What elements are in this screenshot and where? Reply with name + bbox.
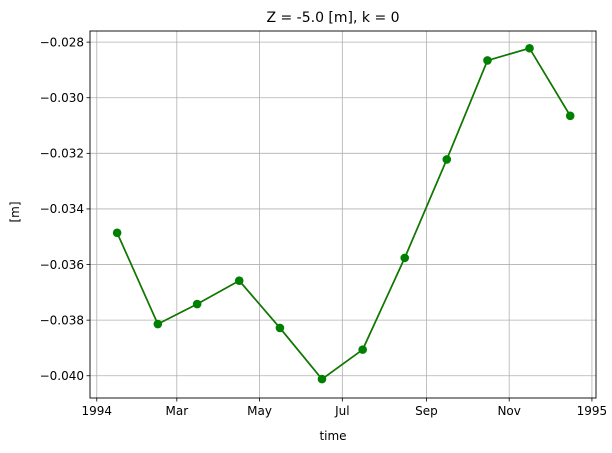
data-point	[192, 299, 202, 309]
x-axis-label: time	[319, 429, 346, 443]
grid-lines	[90, 31, 596, 398]
y-tick-label: −0.028	[40, 35, 84, 49]
y-tick-label: −0.038	[40, 313, 84, 327]
chart-title: Z = -5.0 [m], k = 0	[266, 10, 399, 26]
data-point	[525, 43, 534, 53]
data-point	[483, 56, 492, 65]
series-line-2	[116, 47, 571, 380]
data-point	[317, 374, 327, 384]
data-point	[565, 111, 575, 121]
data-point	[275, 323, 285, 333]
x-tick-label: Nov	[497, 404, 520, 418]
plot-frame	[89, 30, 597, 399]
x-tick-label: Jul	[334, 404, 349, 418]
x-axis: 1994 Mar May Jul Sep Nov 1995	[82, 398, 608, 418]
data-point	[153, 319, 163, 329]
x-tick-label: 1994	[82, 404, 113, 418]
x-tick-label: Sep	[415, 404, 438, 418]
x-tick-label: May	[247, 404, 272, 418]
x-tick-label: 1995	[577, 404, 608, 418]
data-point	[112, 228, 122, 238]
data-point	[234, 276, 244, 285]
y-tick-label: −0.032	[40, 147, 84, 161]
x-tick-label: Mar	[166, 404, 189, 418]
y-axis-label: [m]	[8, 201, 22, 222]
y-axis: −0.040 −0.038 −0.036 −0.034 −0.032 −0.030 −0.0…	[40, 35, 90, 383]
y-tick-label: −0.034	[40, 202, 84, 216]
y-tick-label: −0.040	[40, 369, 84, 383]
data-point	[358, 345, 367, 354]
y-tick-label: −0.030	[40, 91, 84, 105]
y-tick-label: −0.036	[40, 258, 84, 272]
data-point	[400, 253, 410, 263]
data-point	[442, 155, 452, 164]
series-layer	[112, 43, 575, 384]
